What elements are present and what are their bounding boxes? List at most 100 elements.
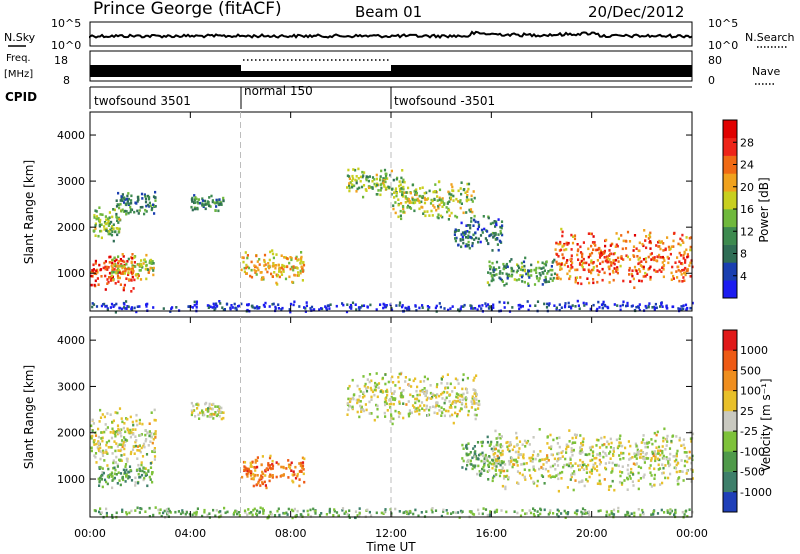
scatter-cell [682,241,685,244]
scatter-cell [497,449,500,453]
scatter-cell [133,210,136,214]
scatter-cell [382,177,385,180]
scatter-cell [141,455,145,458]
x-tick-label: 00:00 [74,527,106,540]
scatter-cell [495,443,498,447]
scatter-cell [168,509,171,513]
scatter-cell [269,250,272,254]
scatter-cell [524,512,527,516]
scatter-cell [138,444,141,447]
scatter-cell [671,435,674,438]
scatter-cell [129,452,132,456]
scatter-cell [515,460,518,464]
scatter-cell [675,452,678,455]
scatter-cell [112,459,115,462]
scatter-cell [131,271,134,275]
scatter-cell [248,511,251,515]
scatter-cell [624,446,627,450]
scatter-cell [453,386,456,389]
scatter-cell [517,456,520,459]
scatter-cell [504,485,507,489]
cpid-segment-1: twofsound 3501 [94,94,191,108]
scatter-cell [600,303,604,306]
scatter-cell [130,509,133,513]
scatter-cell [130,194,133,198]
scatter-cell [249,461,252,465]
scatter-cell [500,509,503,512]
scatter-cell [276,283,279,286]
scatter-cell [100,474,103,478]
scatter-cell [553,463,556,466]
scatter-cell [329,303,332,306]
scatter-cell [493,448,496,451]
scatter-cell [492,278,495,282]
scatter-cell [480,307,483,310]
scatter-cell [106,464,109,467]
scatter-cell [123,436,126,439]
scatter-cell [525,272,528,276]
scatter-cell [469,451,472,454]
scatter-cell [449,196,452,199]
scatter-cell [117,427,120,431]
scatter-cell [504,463,507,466]
scatter-cell [367,179,370,183]
scatter-cell [248,470,251,473]
scatter-cell [218,300,221,303]
scatter-cell [444,387,447,390]
scatter-cell [686,255,689,259]
scatter-cell [97,440,100,443]
scatter-cell [630,512,633,515]
scatter-cell [140,473,144,477]
scatter-cell [607,306,610,310]
scatter-cell [618,441,621,444]
scatter-cell [114,434,117,438]
scatter-cell [656,452,659,455]
scatter-cell [605,445,608,449]
scatter-cell [125,512,128,516]
scatter-cell [441,397,444,400]
scatter-cell [105,507,108,511]
scatter-cell [356,187,359,191]
scatter-cell [362,304,366,307]
scatter-cell [356,401,359,405]
scatter-cell [472,224,475,227]
scatter-cell [522,456,525,460]
scatter-cell [126,305,129,308]
scatter-cell [363,394,366,398]
scatter-cell [402,187,405,191]
scatter-cell [116,445,119,448]
scatter-cell [283,256,286,259]
scatter-cell [508,444,511,448]
scatter-cell [470,406,473,409]
scatter-cell [426,396,429,400]
scatter-cell [288,466,292,470]
scatter-cell [546,302,549,306]
scatter-cell [467,409,470,413]
scatter-cell [569,456,572,460]
scatter-cell [643,229,646,232]
scatter-cell [190,413,193,417]
scatter-cell [285,257,289,260]
scatter-cell [421,196,424,200]
scatter-cell [376,183,379,187]
scatter-cell [147,197,151,201]
scatter-cell [493,474,496,478]
scatter-cell [398,301,402,304]
scatter-cell [654,453,657,456]
scatter-cell [385,304,388,307]
scatter-cell [599,454,602,457]
scatter-cell [549,475,552,479]
scatter-cell [576,253,579,257]
scatter-cell [474,220,477,224]
scatter-cell [201,202,204,205]
scatter-cell [414,377,417,381]
scatter-cell [117,261,120,265]
scatter-cell [261,482,264,486]
scatter-cell [278,268,281,271]
scatter-cell [138,476,141,479]
scatter-cell [124,430,127,434]
scatter-cell [198,417,201,420]
scatter-cell [609,244,612,247]
